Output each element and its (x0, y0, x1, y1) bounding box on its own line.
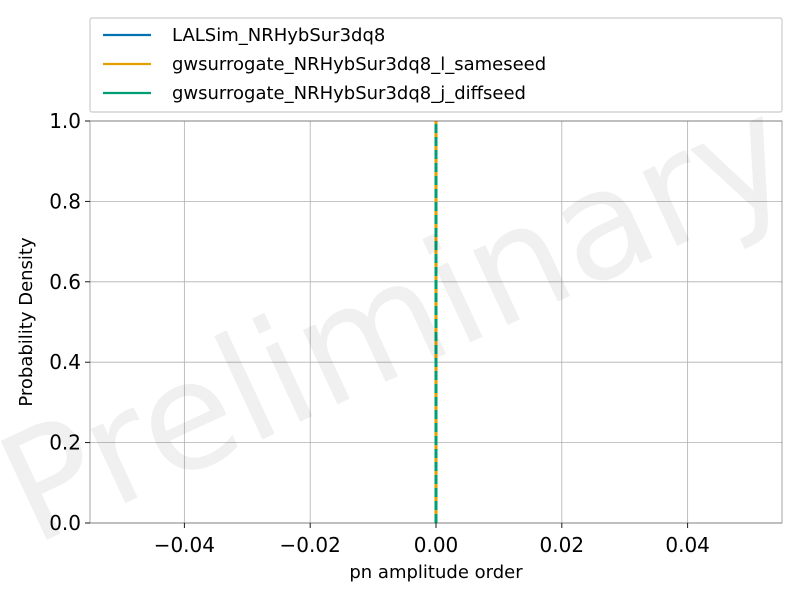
x-axis: −0.04 −0.02 0.00 0.02 0.04 (154, 523, 710, 557)
x-axis-label: pn amplitude order (349, 562, 523, 583)
legend-frame (89, 17, 783, 113)
x-tick-label: 0.02 (540, 533, 585, 557)
y-tick-label: 0.8 (49, 189, 81, 213)
y-axis-label: Probability Density (16, 237, 37, 407)
y-tick-label: 0.0 (49, 511, 81, 535)
x-tick-label: 0.00 (414, 533, 459, 557)
y-axis: 0.0 0.2 0.4 0.6 0.8 1.0 (49, 109, 90, 535)
legend: LALSim_NRHybSur3dq8 gwsurrogate_NRHybSur3… (89, 17, 783, 113)
y-tick-label: 0.4 (49, 350, 81, 374)
legend-entries: LALSim_NRHybSur3dq8 gwsurrogate_NRHybSur3… (103, 25, 546, 104)
legend-label: LALSim_NRHybSur3dq8 (172, 25, 385, 46)
x-tick-label: −0.02 (280, 533, 341, 557)
y-tick-label: 1.0 (49, 109, 81, 133)
x-tick-label: −0.04 (154, 533, 215, 557)
legend-label: gwsurrogate_NRHybSur3dq8_j_diffseed (172, 83, 526, 104)
y-tick-label: 0.6 (49, 270, 81, 294)
y-tick-label: 0.2 (49, 431, 81, 455)
x-tick-label: 0.04 (665, 533, 710, 557)
legend-label: gwsurrogate_NRHybSur3dq8_l_sameseed (172, 54, 546, 75)
